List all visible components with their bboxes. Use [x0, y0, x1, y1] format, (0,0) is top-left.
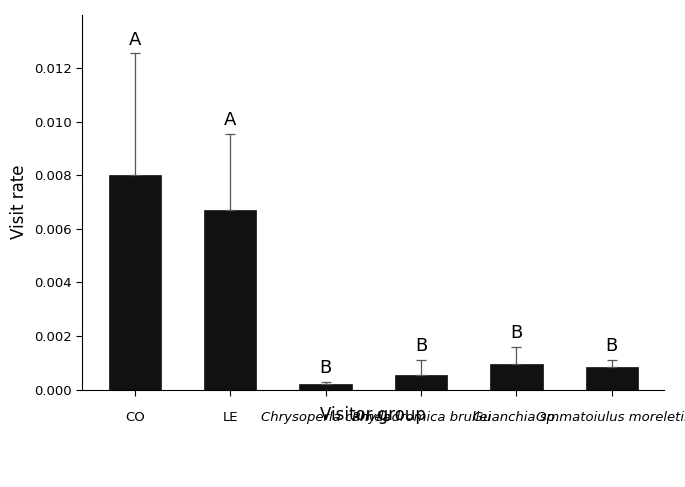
- Bar: [586, 367, 638, 390]
- Text: B: B: [319, 359, 332, 377]
- X-axis label: Visitor group: Visitor group: [321, 406, 426, 424]
- Text: A: A: [129, 31, 141, 49]
- Y-axis label: Visit rate: Visit rate: [10, 165, 28, 239]
- Bar: [109, 175, 161, 390]
- Bar: [299, 384, 352, 390]
- Text: LE: LE: [223, 411, 238, 424]
- Text: B: B: [415, 337, 427, 356]
- Text: A: A: [224, 111, 236, 129]
- Text: CO: CO: [125, 411, 145, 424]
- Text: Phyllodromica brullei: Phyllodromica brullei: [351, 411, 490, 424]
- Text: Chrysoperla carnea: Chrysoperla carnea: [261, 411, 390, 424]
- Text: B: B: [510, 324, 523, 342]
- Text: Guanchia sp.: Guanchia sp.: [473, 411, 560, 424]
- Text: Ommatoiulus moreletii: Ommatoiulus moreletii: [536, 411, 685, 424]
- Bar: [490, 364, 543, 390]
- Text: B: B: [606, 337, 618, 356]
- Bar: [395, 375, 447, 390]
- Bar: [204, 210, 256, 390]
